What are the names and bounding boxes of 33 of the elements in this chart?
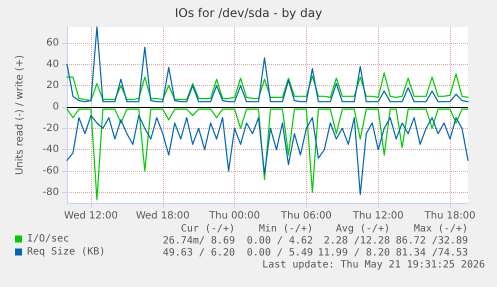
text: 86.72 /32.89 — [396, 236, 468, 246]
y-tick-label: -80 — [42, 186, 59, 198]
text: Last update: Thu May 21 19:31:25 2026 — [262, 260, 486, 270]
text: Min (-/+) — [258, 224, 313, 234]
text: Avg (-/+) — [336, 224, 390, 234]
text: 0.00 / 5.49 — [246, 248, 313, 258]
x-tick-label: Thu 06:00 — [280, 210, 332, 222]
x-tick-label: Wed 12:00 — [64, 210, 118, 222]
x-tick-label: Wed 18:00 — [136, 210, 190, 222]
y-tick-label: 40 — [46, 58, 59, 70]
text: 2.28 /12.28 — [324, 236, 390, 246]
legend-label: Req Size (KB) — [27, 246, 106, 258]
x-tick-label: Thu 18:00 — [424, 210, 476, 222]
line-series — [66, 72, 469, 102]
y-tick-label: -40 — [42, 144, 59, 156]
x-tick-label: Thu 00:00 — [208, 210, 260, 222]
text: 81.34 /74.53 — [396, 248, 468, 258]
y-tick-label: 60 — [46, 38, 59, 48]
text: 11.99 / 8.20 — [318, 248, 390, 258]
chart-title: IOs for /dev/sda - by day — [174, 6, 322, 20]
y-axis-title: Units read (-) / write (+) — [14, 54, 26, 176]
text: Cur (-/+) — [180, 224, 235, 234]
y-tick-label: 0 — [52, 102, 59, 112]
y-tick-label: 20 — [46, 80, 59, 92]
legend-label: I/O/sec — [27, 234, 70, 244]
y-tick-label: -60 — [42, 166, 59, 176]
line-series — [66, 26, 469, 102]
y-tick-label: -20 — [42, 122, 59, 134]
text: Max (-/+) — [414, 224, 468, 234]
text: 0.00 / 4.62 — [246, 236, 313, 246]
x-tick-label: Thu 12:00 — [352, 210, 404, 222]
text: 49.63 / 6.20 — [162, 248, 235, 258]
text: 26.74m/ 8.69 — [162, 236, 235, 246]
